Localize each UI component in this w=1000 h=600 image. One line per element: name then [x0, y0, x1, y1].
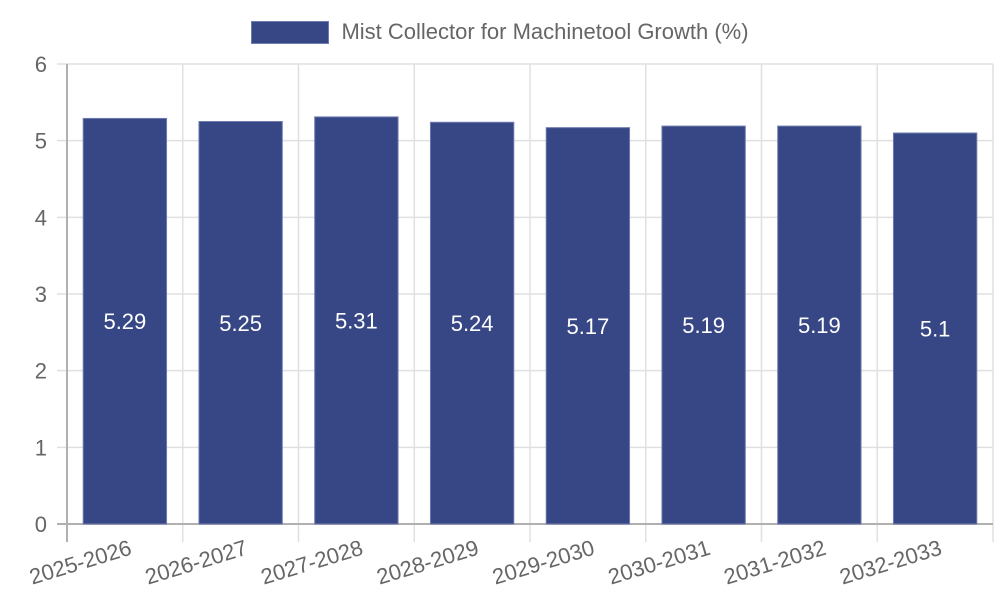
x-tick-label: 2028-2029: [374, 535, 482, 590]
bar-value-label: 5.19: [798, 313, 841, 338]
bar-value-label: 5.31: [335, 308, 378, 333]
legend-label[interactable]: Mist Collector for Machinetool Growth (%…: [341, 19, 749, 44]
bar[interactable]: [314, 116, 399, 525]
bar[interactable]: [545, 127, 631, 525]
bar-value-label: 5.17: [566, 314, 609, 339]
y-tick-label: 5: [35, 129, 47, 154]
legend-swatch[interactable]: [251, 20, 330, 44]
y-tick-label: 6: [35, 52, 47, 77]
bars: 5.29 5.25 5.31 5.24 5.17 5.19 5.19 5.1: [82, 116, 978, 525]
y-tick-label: 2: [35, 359, 47, 384]
x-tick-label: 2026-2027: [142, 535, 250, 590]
bar-value-label: 5.29: [103, 309, 146, 334]
bar[interactable]: [777, 125, 862, 525]
y-tick-label: 1: [35, 435, 47, 460]
bar-value-label: 5.24: [451, 311, 494, 336]
y-tick-label: 0: [35, 512, 47, 537]
x-axis-labels: 2025-2026 2026-2027 2027-2028 2028-2029 2029…: [26, 535, 944, 590]
bar[interactable]: [82, 117, 168, 525]
x-tick-label: 2029-2030: [489, 535, 597, 590]
x-tick-label: 2032-2033: [837, 535, 945, 590]
bar-value-label: 5.25: [219, 311, 262, 336]
x-tick-label: 2030-2031: [605, 535, 713, 590]
chart-legend: Mist Collector for Machinetool Growth (%…: [0, 18, 1000, 46]
y-axis-labels: 0 1 2 3 4 5 6: [35, 52, 47, 537]
bar-value-label: 5.1: [920, 317, 951, 342]
y-tick-label: 4: [35, 205, 47, 230]
x-tick-label: 2027-2028: [258, 535, 366, 590]
bar[interactable]: [892, 132, 978, 525]
bar[interactable]: [429, 121, 515, 525]
bar[interactable]: [198, 121, 283, 525]
bar-value-label: 5.19: [682, 313, 725, 338]
x-tick-label: 2031-2032: [721, 535, 829, 590]
bar[interactable]: [661, 125, 746, 525]
x-tick-label: 2025-2026: [26, 535, 134, 590]
y-tick-label: 3: [35, 282, 47, 307]
